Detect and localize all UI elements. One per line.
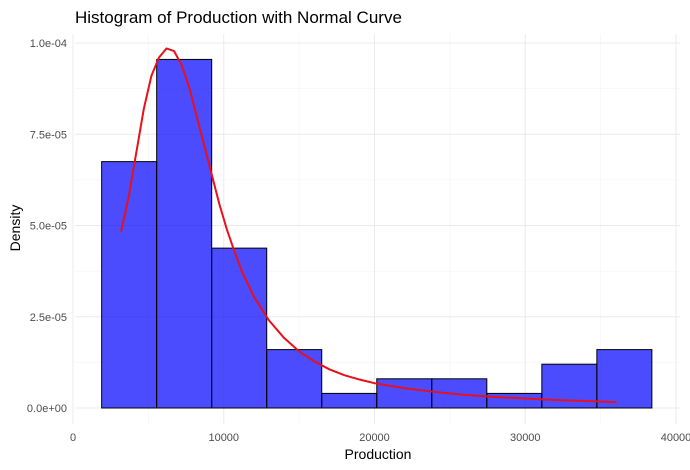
histogram-bar-5 (321, 392, 378, 409)
x-tick-label: 0 (70, 432, 76, 444)
x-tick-label: 20000 (359, 432, 390, 444)
x-axis-title: Production (345, 446, 412, 462)
x-tick-label: 10000 (208, 432, 239, 444)
y-tick-label: 1.0e-04 (30, 38, 67, 50)
histogram-bar-2 (156, 58, 213, 409)
histogram-bar-4 (266, 349, 323, 409)
density-curve (120, 47, 617, 404)
y-tick-labels: 0.0e+00 2.5e-05 5.0e-05 7.5e-05 1.0e-04 (27, 38, 67, 415)
histogram-bar-3 (211, 247, 268, 409)
x-tick-label: 40000 (661, 432, 690, 444)
chart-title: Histogram of Production with Normal Curv… (75, 8, 402, 27)
y-tick-label: 2.5e-05 (30, 312, 67, 324)
histogram-bar-6 (376, 378, 433, 409)
histogram-bar-10 (596, 349, 653, 409)
y-tick-label: 7.5e-05 (30, 129, 67, 141)
y-tick-label: 5.0e-05 (30, 221, 67, 233)
y-axis-title: Density (7, 205, 23, 252)
x-tick-label: 30000 (510, 432, 541, 444)
histogram-bars (101, 58, 653, 409)
y-tick-label: 0.0e+00 (27, 403, 67, 415)
density-curve-layer (120, 47, 617, 404)
histogram-bar-1 (101, 161, 158, 409)
x-tick-labels: 0 10000 20000 30000 40000 (70, 432, 690, 444)
histogram-bar-8 (486, 392, 543, 409)
